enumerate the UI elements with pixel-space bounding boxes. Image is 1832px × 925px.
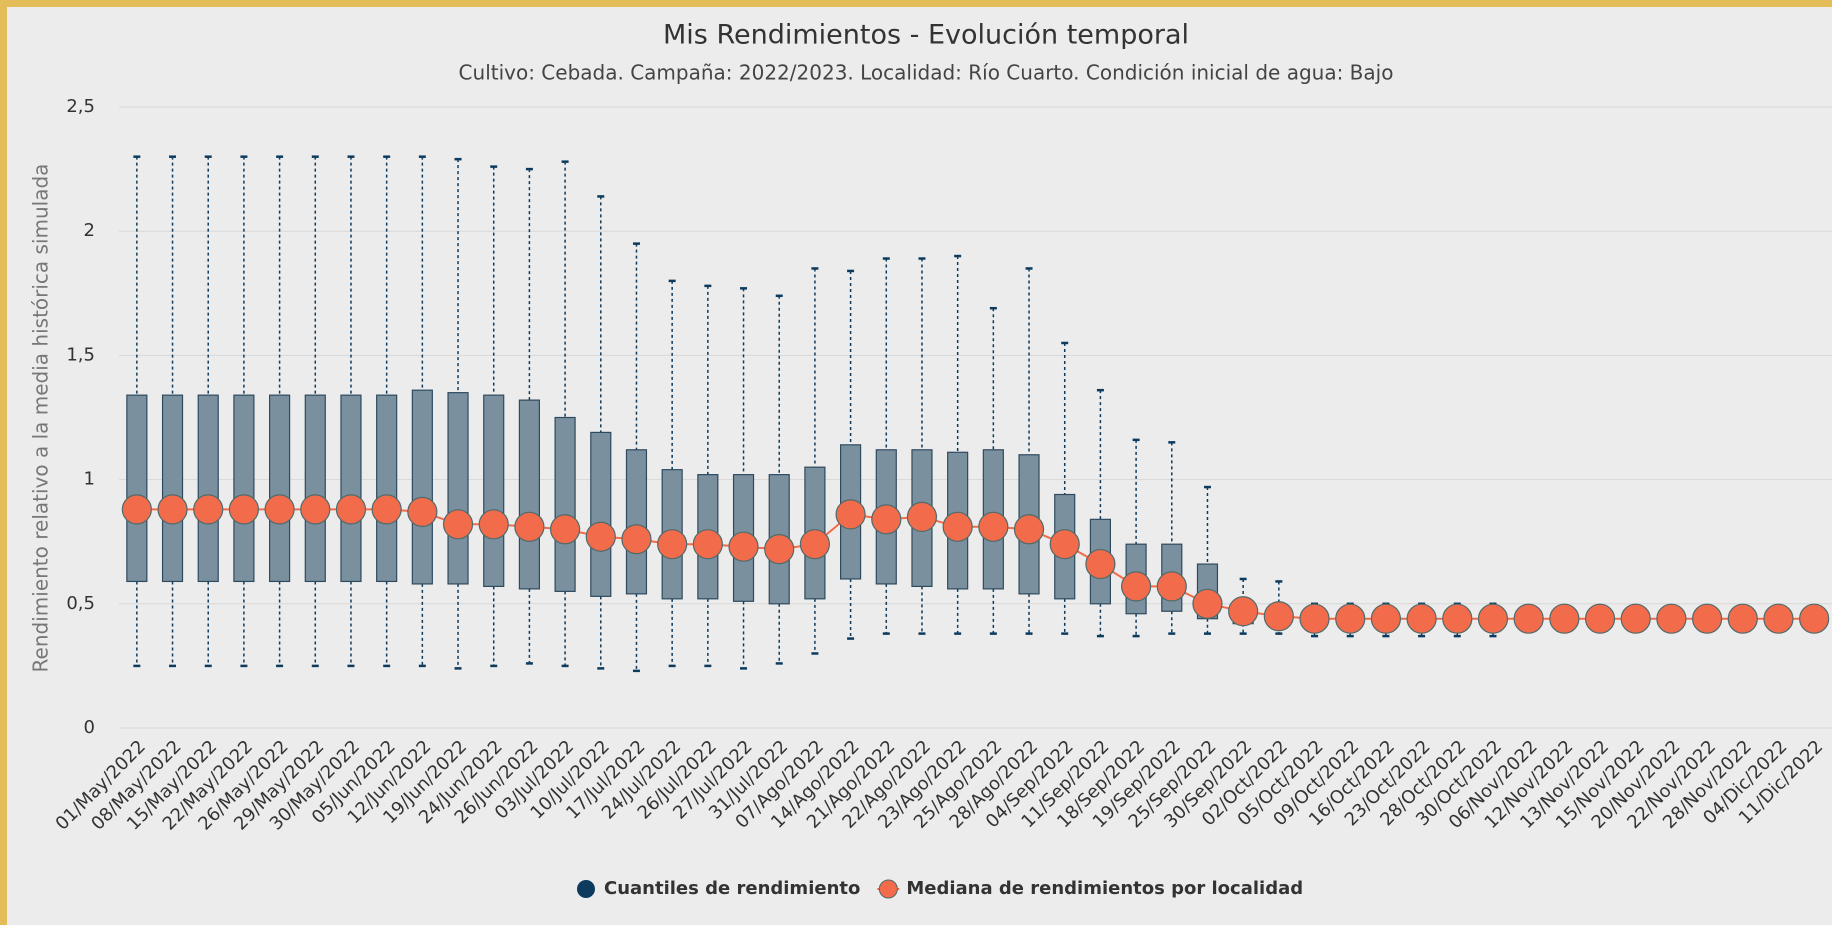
median-point [193, 494, 224, 525]
median-point [514, 511, 545, 542]
box-body [483, 394, 505, 588]
median-point [121, 494, 152, 525]
median-point [1584, 603, 1616, 634]
median-point [1120, 571, 1152, 602]
box-body [340, 394, 362, 583]
legend-marker [577, 880, 595, 898]
box-body [447, 392, 469, 585]
box [126, 155, 148, 668]
box [411, 155, 433, 668]
median-point [978, 511, 1009, 542]
median-point [1013, 514, 1045, 545]
y-tick-label: 0 [84, 717, 95, 738]
median-point [1513, 603, 1544, 634]
median-point [764, 534, 795, 565]
box [376, 155, 398, 668]
median-point [442, 509, 474, 540]
median-point [1263, 601, 1294, 632]
median-point [1335, 603, 1366, 634]
box [197, 155, 219, 668]
median-point [1085, 548, 1116, 580]
median-point [1228, 596, 1259, 627]
median-point [1620, 603, 1651, 634]
box-body [554, 416, 576, 592]
y-tick-label: 0,5 [66, 593, 95, 614]
y-axis-label: Rendimiento relativo a la media históric… [29, 164, 53, 673]
box-body [304, 394, 326, 583]
median-point [1370, 603, 1402, 634]
median-point [407, 496, 438, 527]
median-point [549, 514, 581, 545]
median-point [1299, 603, 1330, 634]
box-body [126, 394, 148, 583]
box [233, 155, 255, 668]
median-point [799, 529, 831, 560]
median-point [1763, 603, 1794, 634]
box [304, 155, 326, 668]
box-body [625, 449, 648, 595]
box [340, 155, 362, 668]
median-point [1442, 603, 1473, 634]
median-point [478, 509, 509, 540]
legend-label: Cuantiles de rendimiento [604, 878, 860, 899]
median-point [692, 529, 723, 560]
median-point [1549, 603, 1580, 634]
legend-label: Mediana de rendimientos por localidad [906, 878, 1303, 899]
median-point [835, 499, 866, 530]
median-point [264, 494, 295, 525]
box-body [233, 394, 255, 583]
legend: Cuantiles de rendimiento Mediana de rendi… [577, 878, 1303, 899]
median-point [228, 494, 260, 525]
chart-title: Mis Rendimientos - Evolución temporal [663, 20, 1189, 51]
median-point [657, 529, 688, 560]
median-point [1691, 603, 1723, 634]
box [554, 160, 576, 668]
median-point [157, 494, 188, 525]
y-tick-label: 1,5 [66, 344, 95, 365]
median-point [728, 531, 759, 562]
y-tick-label: 1 [84, 469, 95, 490]
median-point [1656, 603, 1687, 634]
chart-subtitle: Cultivo: Cebada. Campaña: 2022/2023. Loc… [459, 61, 1394, 85]
median-point [942, 511, 973, 542]
median-point [335, 494, 367, 525]
median-point [1727, 603, 1758, 634]
median-point [300, 494, 331, 525]
box [590, 195, 612, 670]
box [518, 167, 540, 665]
median-point [621, 524, 652, 555]
box-body [376, 394, 398, 583]
y-tick-label: 2 [84, 220, 95, 241]
box [483, 165, 505, 668]
median-point [906, 501, 938, 532]
box [161, 155, 184, 668]
median-point [1799, 603, 1830, 634]
median-point [1192, 588, 1223, 619]
median-point [1049, 529, 1080, 560]
median-point [1477, 603, 1509, 634]
legend-marker [878, 879, 898, 899]
median-point [585, 521, 616, 552]
box-body [411, 389, 433, 585]
box [625, 242, 648, 673]
box-body [590, 431, 612, 597]
median-point [1406, 603, 1437, 634]
box [269, 155, 291, 668]
y-tick-label: 2,5 [66, 96, 95, 117]
box-body [518, 399, 540, 590]
box-body [197, 394, 219, 583]
box-body [161, 394, 184, 583]
box-body [269, 394, 291, 583]
median-point [871, 504, 902, 535]
median-point [371, 494, 402, 525]
median-point [1156, 571, 1187, 602]
